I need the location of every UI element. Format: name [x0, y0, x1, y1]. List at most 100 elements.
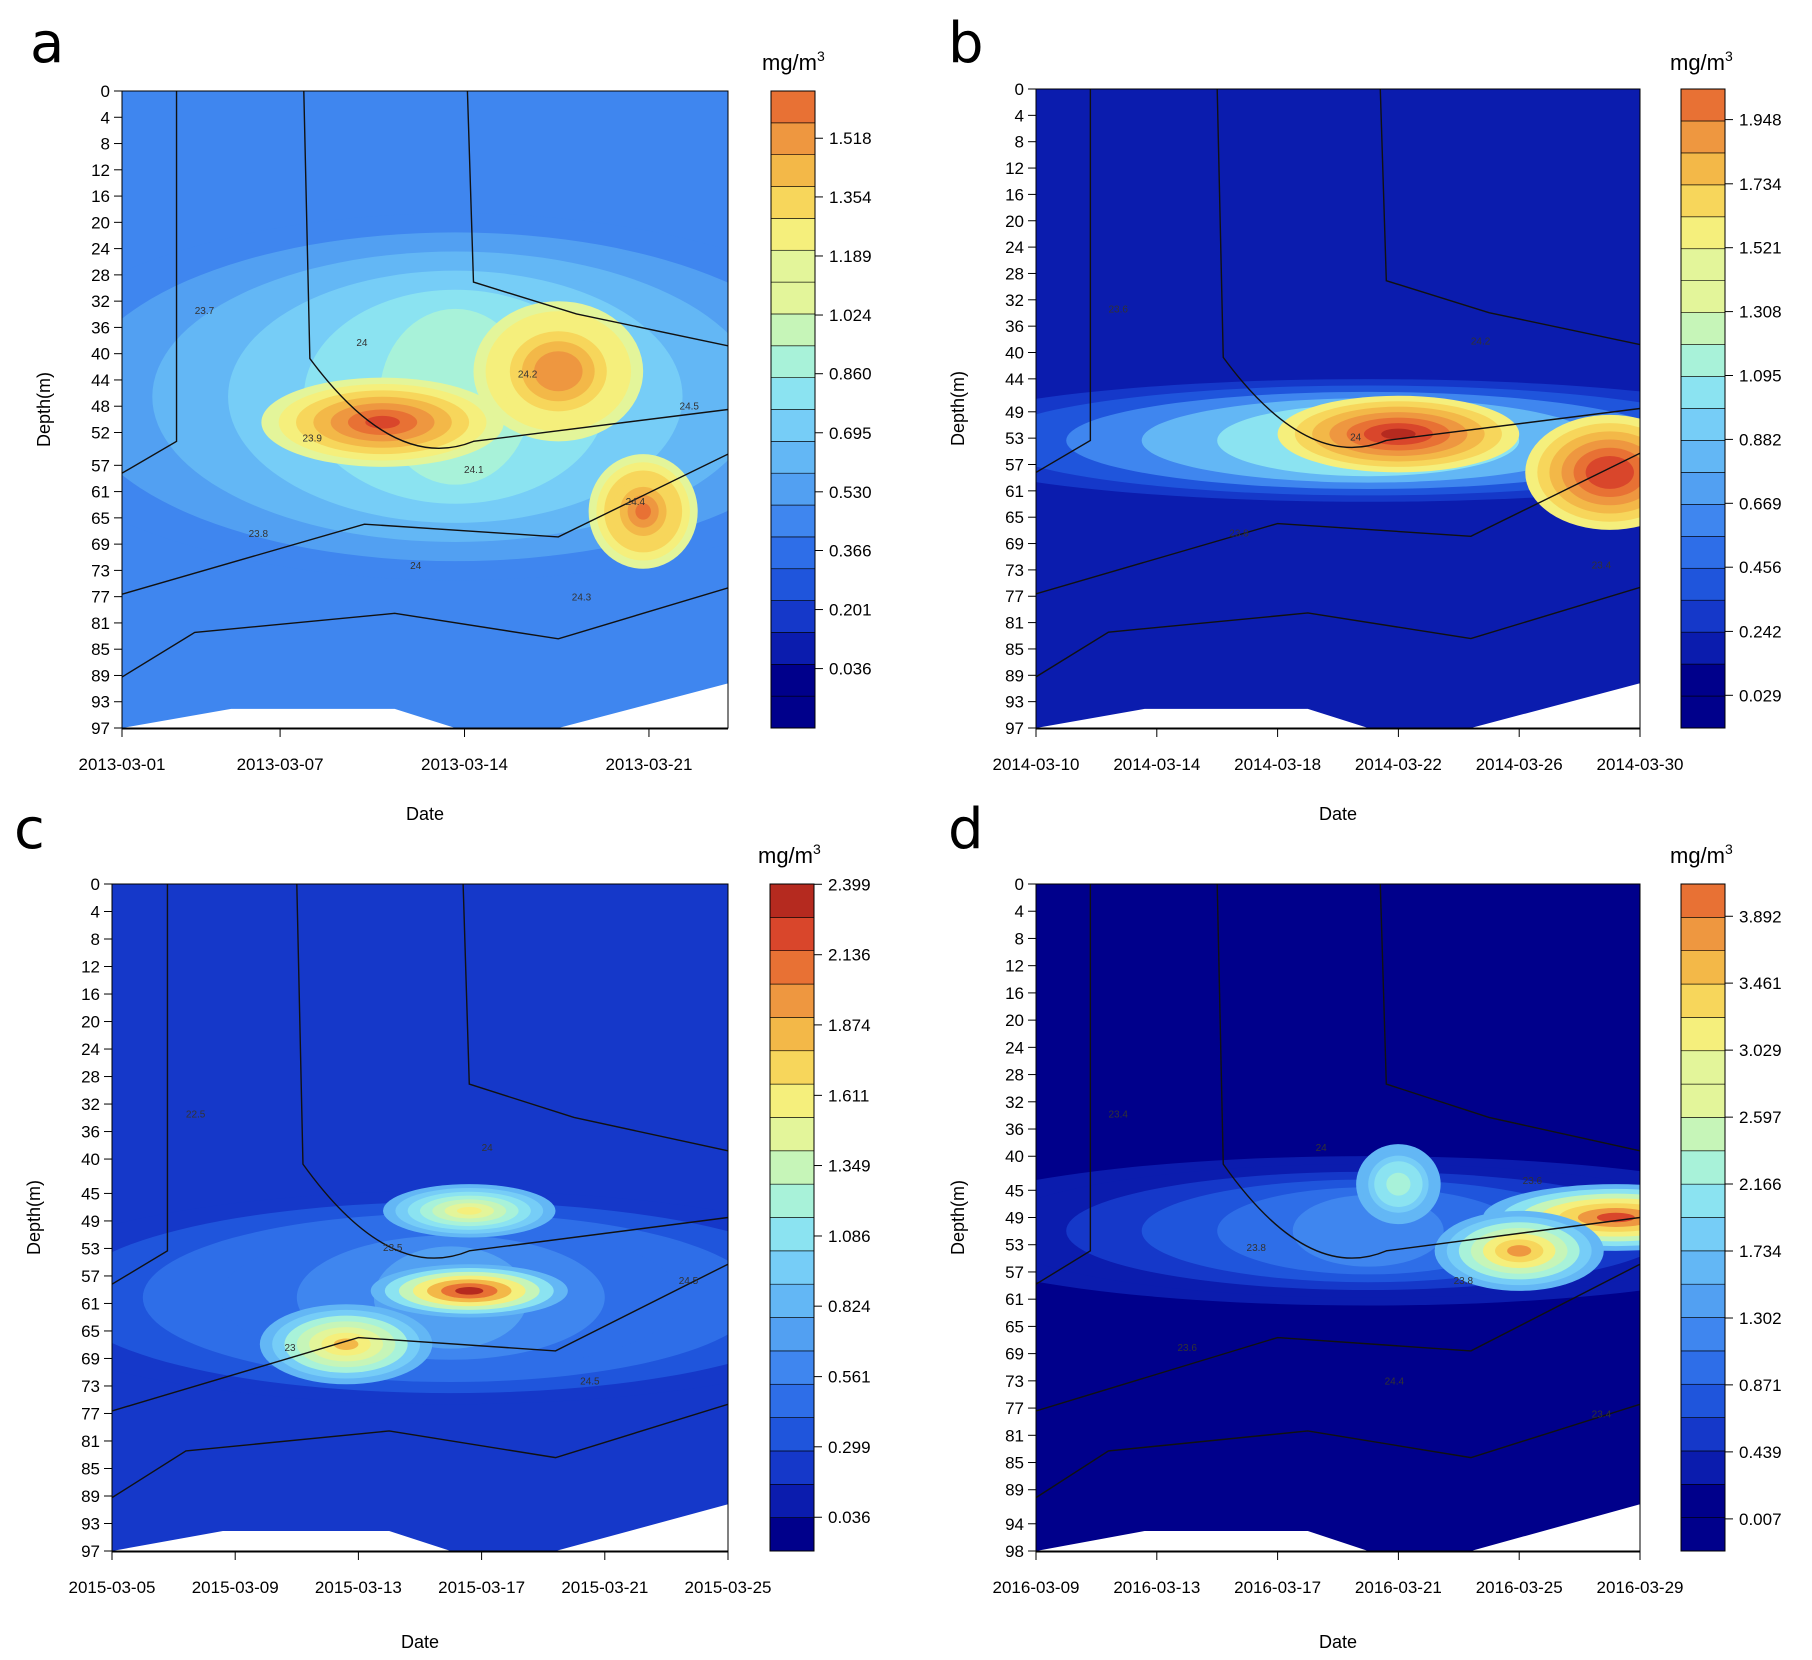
y-axis-title: Depth(m)	[948, 1180, 968, 1255]
contour-lines	[112, 884, 728, 1499]
colorbar-tick-label: 0.669	[1739, 494, 1782, 513]
contour-line	[122, 453, 728, 595]
colorbar: 3.892 3.461 3.029 2.597 2.166 1.734 1.302 0.871…	[1680, 883, 1782, 1552]
contour-label: 24.5	[680, 402, 700, 413]
x-tick-label: 2014-03-18	[1234, 755, 1321, 774]
plot-frame	[111, 883, 729, 1552]
y-tick-label: 8	[1015, 929, 1024, 948]
colorbar-segment	[1680, 1083, 1726, 1118]
y-tick-label: 36	[91, 318, 110, 337]
y-tick-label: 73	[1005, 561, 1024, 580]
colorbar-segment	[1680, 280, 1726, 313]
x-tick-label: 2014-03-22	[1355, 755, 1442, 774]
contour-line	[303, 91, 728, 449]
y-tick-label: 36	[1005, 317, 1024, 336]
colorbar-tick-label: 1.734	[1739, 1242, 1782, 1261]
colorbar-segment	[769, 1350, 815, 1385]
panel-letter-d: d	[948, 797, 984, 862]
colorbar-tick-label: 0.036	[828, 1508, 871, 1527]
colorbar-frame	[1680, 88, 1726, 729]
colorbar-segment	[769, 1450, 815, 1485]
colorbar-segment	[1680, 1517, 1726, 1552]
y-tick-label: 20	[1005, 212, 1024, 231]
colorbar-frame	[769, 883, 815, 1552]
y-tick-label: 81	[1005, 1426, 1024, 1445]
y-tick-label: 36	[1005, 1120, 1024, 1139]
colorbar-tick-label: 0.561	[828, 1368, 871, 1387]
y-tick-label: 40	[81, 1150, 100, 1169]
y-tick-label: 20	[1005, 1011, 1024, 1030]
contour-lines	[1036, 89, 1640, 678]
colorbar-segment	[1680, 599, 1726, 633]
colorbar-tick-label: 0.366	[829, 541, 872, 560]
y-tick-label: 8	[101, 135, 110, 154]
colorbar-tick-label: 0.029	[1739, 686, 1782, 705]
y-tick-label: 20	[91, 213, 110, 232]
contour-label: 24	[482, 1143, 494, 1154]
contour-label: 23.9	[302, 433, 322, 444]
colorbar-segment	[770, 695, 816, 729]
y-axis-title: Depth(m)	[948, 371, 968, 446]
x-tick-label: 2013-03-21	[605, 755, 692, 774]
colorbar-unit: mg/m3	[1670, 841, 1733, 868]
colorbar-segment	[770, 345, 816, 378]
contour-label: 24	[410, 561, 422, 572]
x-tick-label: 2015-03-13	[315, 1578, 402, 1597]
y-tick-label: 57	[81, 1267, 100, 1286]
contour-line	[112, 884, 169, 1285]
colorbar-tick-label: 2.597	[1739, 1108, 1782, 1127]
y-tick-label: 61	[1005, 482, 1024, 501]
contour-label: 23.8	[1229, 528, 1249, 539]
colorbar-segment	[1680, 950, 1726, 985]
contour-line	[1379, 884, 1640, 1152]
contour-label: 24.4	[626, 497, 646, 508]
colorbar-tick-label: 2.399	[828, 875, 871, 894]
colorbar-segment	[1680, 1183, 1726, 1218]
contour-label: 23.8	[249, 529, 269, 540]
y-tick-label: 32	[1005, 1093, 1024, 1112]
y-tick-label: 93	[1005, 693, 1024, 712]
colorbar-segment	[1680, 1383, 1726, 1418]
colorbar-segment	[770, 632, 816, 665]
contour-line	[1036, 89, 1092, 474]
contour-label: 24.2	[518, 370, 538, 381]
y-tick-label: 77	[1005, 1399, 1024, 1418]
y-tick-label: 65	[1005, 508, 1024, 527]
y-tick-label: 28	[81, 1068, 100, 1087]
x-axis-title: Date	[401, 1632, 439, 1652]
heatmap-maximum	[456, 1207, 482, 1215]
no-data-area	[1036, 708, 1369, 728]
x-tick-label: 2015-03-09	[192, 1578, 279, 1597]
colorbar-segment	[769, 1417, 815, 1452]
y-tick-label: 16	[81, 985, 100, 1004]
heatmap-maximum	[455, 1287, 484, 1295]
contour-line	[1036, 452, 1640, 595]
colorbar-frame	[1680, 883, 1726, 1552]
colorbar-segment	[770, 218, 816, 251]
heatmap-maximum	[1507, 1245, 1532, 1257]
y-tick-label: 85	[81, 1459, 100, 1478]
heatmap-maximum	[546, 361, 571, 382]
y-tick-label: 49	[81, 1212, 100, 1231]
x-tick-label: 2016-03-25	[1476, 1578, 1563, 1597]
y-tick-label: 73	[1005, 1372, 1024, 1391]
y-tick-label: 4	[1015, 106, 1024, 125]
x-axis-title: Date	[1319, 1632, 1357, 1652]
y-tick-label: 32	[91, 292, 110, 311]
colorbar-frame	[770, 90, 816, 729]
panel-letter-c: c	[14, 797, 45, 862]
y-tick-label: 12	[91, 161, 110, 180]
y-tick-label: 69	[1005, 535, 1024, 554]
panel-b: b 23.6 23.8 24 24.2 23.4 0 4 8 12 16 20 24 28 32 36 40 44…	[948, 11, 1782, 824]
colorbar-tick-label: 0.242	[1739, 622, 1782, 641]
y-tick-label: 57	[1005, 455, 1024, 474]
colorbar-segment	[770, 122, 816, 155]
colorbar-segment	[769, 1383, 815, 1418]
y-tick-label: 53	[81, 1239, 100, 1258]
contour-line	[1216, 89, 1640, 449]
colorbar-segment	[1680, 472, 1726, 505]
colorbar-segment	[1680, 983, 1726, 1018]
no-data-area	[558, 683, 728, 728]
colorbar-segment	[769, 983, 815, 1018]
y-tick-label: 57	[91, 456, 110, 475]
